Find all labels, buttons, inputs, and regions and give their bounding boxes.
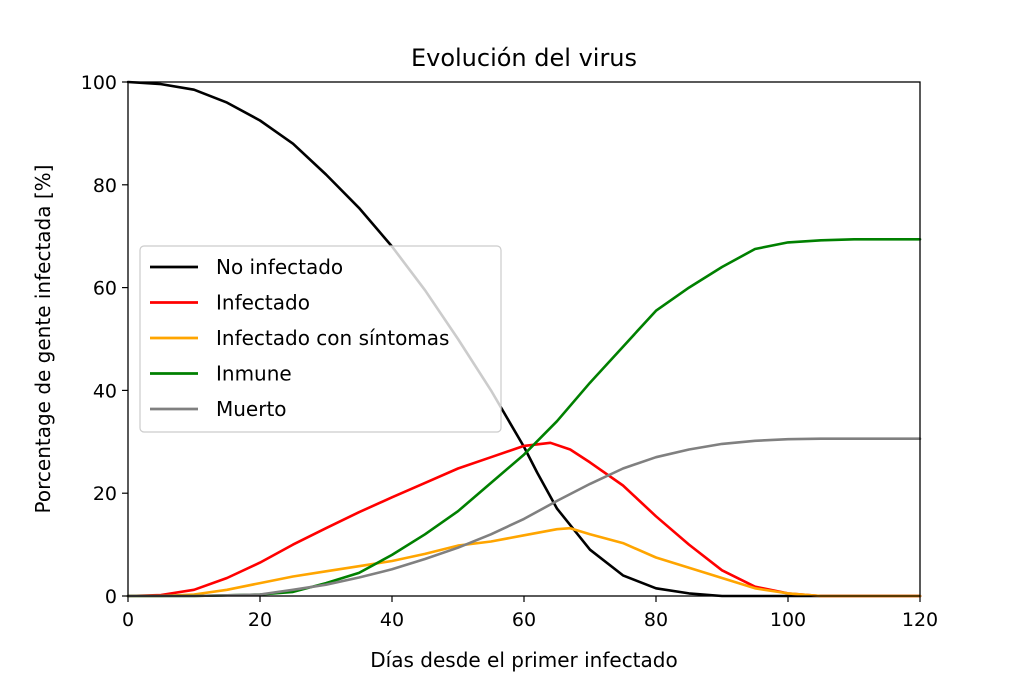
series-line-muerto — [126, 437, 922, 598]
series-line-infectado-con-sintomas — [126, 526, 922, 598]
x-tick-label: 0 — [122, 609, 134, 631]
legend-label-inmune: Inmune — [216, 362, 292, 386]
x-tick-label: 100 — [770, 609, 806, 631]
y-tick-label: 20 — [93, 483, 117, 505]
y-axis: 0 20 40 60 80 100 — [81, 72, 128, 608]
x-tick-label: 60 — [512, 609, 536, 631]
chart-title: Evolución del virus — [411, 44, 637, 72]
y-tick-label: 80 — [93, 175, 117, 197]
y-tick-label: 100 — [81, 72, 117, 94]
series-line-infectado — [126, 441, 922, 598]
x-tick-label: 40 — [380, 609, 404, 631]
legend-label-infectado: Infectado — [216, 291, 310, 315]
legend-label-no-infectado: No infectado — [216, 255, 343, 279]
y-axis-title: Porcentage de gente infectada [%] — [31, 165, 55, 514]
legend: No infectado Infectado Infectado con sínto… — [139, 245, 502, 433]
x-tick-label: 80 — [644, 609, 668, 631]
x-tick-label: 20 — [248, 609, 272, 631]
y-tick-label: 0 — [105, 586, 117, 608]
y-tick-label: 40 — [93, 380, 117, 402]
x-tick-label: 120 — [902, 609, 938, 631]
x-axis-title: Días desde el primer infectado — [370, 648, 677, 672]
legend-box — [139, 245, 502, 433]
legend-label-infectado-con-sintomas: Infectado con síntomas — [216, 326, 449, 350]
y-tick-label: 60 — [93, 278, 117, 300]
legend-label-muerto: Muerto — [216, 397, 287, 421]
x-axis: 0 20 40 60 80 100 120 — [122, 596, 938, 631]
